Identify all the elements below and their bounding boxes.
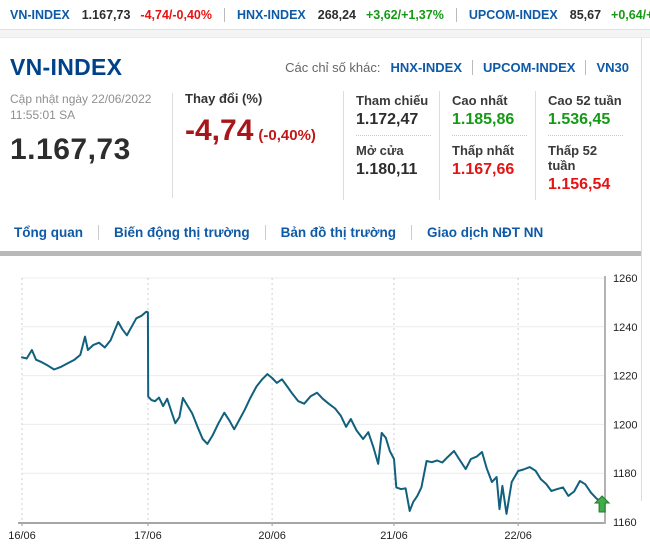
page-divider-band [0,30,650,38]
tab-market-movement[interactable]: Biến động thị trường [97,225,250,240]
link-upcom-index[interactable]: UPCOM-INDEX [472,60,575,75]
ticker-item-hnxindex: HNX-INDEX 268,24 +3,62/+1,37% [223,7,444,22]
ticker-index-link[interactable]: UPCOM-INDEX [468,7,558,22]
updated-time-label: 11:55:01 SA [10,108,76,123]
intraday-line-chart[interactable]: 1160 1180 1200 1220 1240 1260 16/06 17/06 20/06 2… [0,262,650,546]
stats-column-reference: Tham chiếu 1.172,47 Mở cửa 1.180,11 [343,91,439,200]
change-label: Thay đổi (%) [185,91,263,106]
y-axis-label: 1160 [613,517,637,529]
stats-column-52week: Cao 52 tuần 1.536,45 Thấp 52 tuần 1.156,… [535,91,631,200]
link-vn30[interactable]: VN30 [585,60,629,75]
stat-52w-low: Thấp 52 tuần 1.156,54 [548,143,611,193]
index-last-value: 1.167,73 [10,133,131,167]
tab-underline-bar [0,251,641,256]
index-ticker-bar: VN-INDEX 1.167,73 -4,74/-0,40% HNX-INDEX… [0,0,650,30]
stats-column-highlow: Cao nhất 1.185,86 Thấp nhất 1.167,66 [439,91,535,200]
x-axis-label: 22/06 [504,530,532,542]
y-axis-label: 1200 [613,419,637,431]
ticker-index-link[interactable]: VN-INDEX [10,7,70,22]
link-hnx-index[interactable]: HNX-INDEX [390,60,463,75]
index-change-percent: (-0,40%) [258,127,316,144]
ticker-index-value: 1.167,73 [81,7,131,22]
stat-52w-high: Cao 52 tuần 1.536,45 [548,91,623,136]
ticker-item-upcomindex: UPCOM-INDEX 85,67 +0,64/+0,75% [455,7,650,22]
vertical-divider [172,93,173,198]
x-axis-label: 21/06 [380,530,408,542]
ticker-index-change: +3,62/+1,37% [365,7,444,22]
ticker-index-change: -4,74/-0,40% [140,7,212,22]
x-axis-label: 16/06 [8,530,36,542]
ticker-index-change: +0,64/+0,75% [611,7,650,22]
y-axis-label: 1260 [613,273,637,285]
updated-date-label: Cập nhật ngày 22/06/2022 [10,92,152,106]
stat-open: Mở cửa 1.180,11 [356,143,418,178]
y-axis-label: 1220 [613,371,637,383]
tab-overview[interactable]: Tổng quan [14,225,83,240]
index-detail-widget: VN-INDEX Các chỉ số khác: HNX-INDEX UPCO… [0,38,642,542]
stats-grid: Tham chiếu 1.172,47 Mở cửa 1.180,11 Cao … [343,91,631,200]
stat-low: Thấp nhất 1.167,66 [452,143,515,178]
y-axis-label: 1180 [613,468,637,480]
x-axis-label: 20/06 [258,530,286,542]
page-title: VN-INDEX [10,54,123,80]
last-value-block: Cập nhật ngày 22/06/2022 11:55:01 SA 1.1… [10,91,160,200]
ticker-index-value: 85,67 [569,7,602,22]
price-chart[interactable]: 1160 1180 1200 1220 1240 1260 16/06 17/06 20/06 2… [0,262,641,551]
stat-reference: Tham chiếu 1.172,47 [356,91,431,136]
tab-market-map[interactable]: Bản đồ thị trường [264,225,396,240]
price-line [21,310,604,515]
y-axis-label: 1240 [613,322,637,334]
ticker-index-value: 268,24 [317,7,356,22]
widget-header: VN-INDEX Các chỉ số khác: HNX-INDEX UPCO… [0,38,641,85]
ticker-index-link[interactable]: HNX-INDEX [236,7,306,22]
index-change-value: -4,74 [185,114,254,147]
stat-high: Cao nhất 1.185,86 [452,91,527,136]
other-indices-label: Các chỉ số khác: [285,60,381,75]
tab-foreign-trading[interactable]: Giao dịch NĐT NN [410,225,543,240]
x-axis-label: 17/06 [134,530,162,542]
other-indices-nav: Các chỉ số khác: HNX-INDEX UPCOM-INDEX V… [285,60,629,75]
change-block: Thay đổi (%) -4,74 (-0,40%) [185,91,343,200]
index-summary-panel: Cập nhật ngày 22/06/2022 11:55:01 SA 1.1… [0,85,641,212]
tab-bar: Tổng quan Biến động thị trường Bản đồ th… [0,212,641,251]
ticker-item-vnindex: VN-INDEX 1.167,73 -4,74/-0,40% [10,8,212,22]
